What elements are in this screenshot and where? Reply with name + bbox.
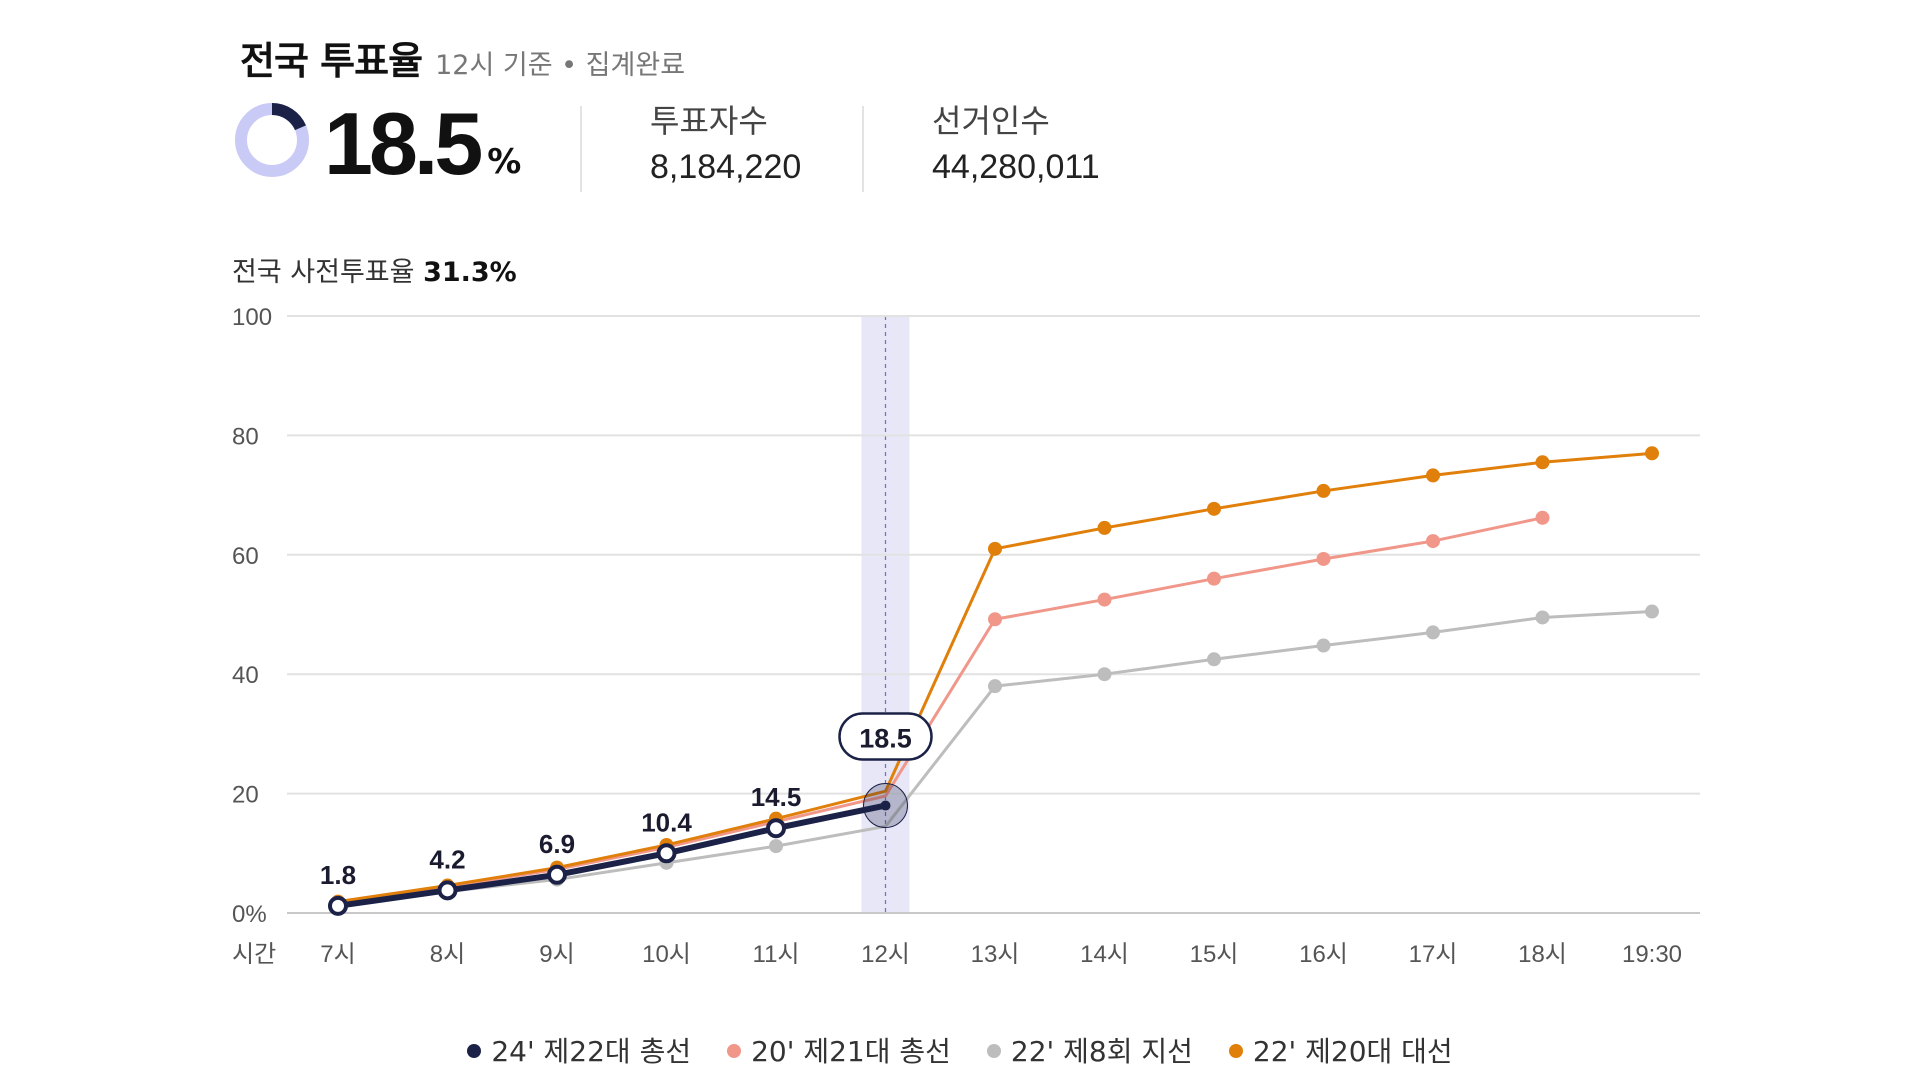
pre-vote-value: 31.3%	[423, 257, 517, 288]
y-tick-label: 60	[232, 543, 259, 570]
pre-vote-rate: 전국 사전투표율 31.3%	[232, 250, 517, 289]
x-tick-label: 18시	[1518, 941, 1567, 968]
data-point	[656, 843, 677, 864]
x-axis-label: 시간	[232, 940, 276, 968]
data-point	[1316, 551, 1331, 566]
electorate-value: 44,280,011	[932, 148, 1100, 187]
legend-dot-icon	[727, 1044, 742, 1058]
data-point	[988, 541, 1002, 556]
data-point	[1207, 652, 1221, 667]
data-point	[1426, 468, 1440, 483]
y-tick-label: 40	[232, 662, 259, 689]
legend-dot-icon	[986, 1044, 1001, 1058]
data-label: 14.5	[751, 782, 802, 812]
data-label: 10.4	[641, 807, 692, 837]
x-tick-label: 12시	[861, 941, 910, 968]
legend-dot-icon	[467, 1044, 482, 1058]
turnout-line-chart: 0% 20 40 60 80 100 시간 7시 8시 9시 10시 11시 12시 13시 14시 15시 1…	[232, 304, 1700, 968]
data-point	[328, 895, 348, 916]
legend-item: 22' 제8회 지선	[986, 1030, 1193, 1070]
data-point	[1535, 510, 1550, 525]
x-tick-label: 11시	[753, 941, 800, 968]
data-point	[1097, 592, 1112, 607]
data-point	[437, 880, 458, 901]
callout-bubble	[838, 712, 933, 761]
y-tick-label: 0%	[232, 901, 267, 928]
x-tick-label: 7시	[320, 941, 355, 968]
data-point	[1316, 483, 1331, 498]
callout-label: 18.5	[859, 724, 912, 754]
legend-item: 22' 제20대 대선	[1228, 1030, 1453, 1070]
legend-label: 22' 제20대 대선	[1252, 1035, 1453, 1068]
summary-divider	[580, 106, 582, 192]
data-point	[1535, 610, 1550, 625]
electorate-stat: 선거인수 44,280,011	[932, 102, 1100, 187]
voters-label: 투표자수	[650, 102, 768, 140]
turnout-rate-value: 18.5	[324, 94, 483, 193]
data-point	[1535, 455, 1550, 470]
turnout-donut-icon	[235, 103, 309, 177]
series-line	[336, 610, 1654, 906]
x-tick-label: 10시	[642, 941, 691, 968]
turnout-rate-unit: %	[487, 142, 522, 182]
turnout-rate-block: 18.5 %	[232, 100, 521, 188]
summary-divider	[862, 106, 864, 192]
legend-label: 20' 제21대 총선	[751, 1035, 951, 1068]
data-point	[988, 679, 1002, 694]
data-point	[1097, 667, 1112, 682]
data-point	[988, 612, 1002, 627]
donut-progress	[235, 103, 309, 177]
data-point	[1426, 625, 1440, 640]
chart-legend: 24' 제22대 총선 20' 제21대 총선 22' 제8회 지선 22' 제20대…	[0, 1030, 1920, 1070]
legend-item: 24' 제22대 총선	[467, 1030, 691, 1070]
voters-value: 8,184,220	[650, 148, 802, 187]
series-line	[335, 802, 889, 909]
series-line	[336, 516, 1544, 904]
data-point	[1097, 520, 1112, 535]
data-point	[1207, 571, 1221, 586]
data-point	[1645, 604, 1659, 619]
data-label: 4.2	[429, 844, 465, 874]
y-tick-label: 20	[232, 782, 259, 809]
y-tick-label: 80	[232, 423, 259, 450]
legend-dot-icon	[1228, 1044, 1243, 1058]
electorate-label: 선거인수	[932, 102, 1050, 140]
legend-label: 24' 제22대 총선	[491, 1035, 692, 1068]
x-tick-label: 14시	[1080, 941, 1129, 968]
data-label: 1.8	[320, 860, 356, 890]
data-point	[880, 800, 891, 811]
series-line	[336, 451, 1654, 904]
data-point	[1316, 638, 1331, 653]
data-point	[766, 818, 786, 839]
pre-vote-label: 전국 사전투표율	[232, 257, 415, 288]
data-point	[1207, 501, 1221, 516]
x-tick-label: 13시	[971, 941, 1020, 968]
y-tick-label: 100	[232, 304, 272, 331]
x-tick-label: 15시	[1190, 941, 1239, 968]
legend-item: 20' 제21대 총선	[727, 1030, 951, 1070]
legend-label: 22' 제8회 지선	[1010, 1035, 1193, 1068]
data-label: 6.9	[539, 829, 575, 859]
x-tick-label: 8시	[430, 941, 465, 968]
page-header: 전국 투표율 12시 기준 • 집계완료	[240, 30, 685, 85]
data-point	[1645, 446, 1659, 461]
data-point	[1426, 534, 1440, 549]
voters-stat: 투표자수 8,184,220	[650, 102, 801, 187]
x-tick-label: 16시	[1299, 941, 1348, 968]
data-point	[547, 864, 567, 885]
page-title: 전국 투표율	[240, 39, 423, 83]
x-tick-label: 17시	[1409, 941, 1458, 968]
page-subtitle: 12시 기준 • 집계완료	[435, 50, 686, 81]
x-tick-label: 19:30	[1622, 941, 1682, 968]
data-point	[769, 839, 783, 854]
x-tick-label: 9시	[539, 941, 574, 968]
